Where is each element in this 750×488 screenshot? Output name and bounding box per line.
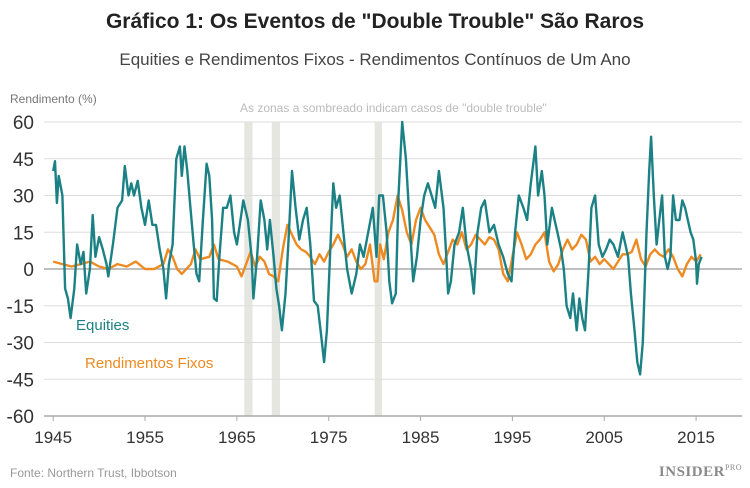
y-tick-label: -15 bbox=[7, 297, 34, 318]
legend-equities: Equities bbox=[76, 317, 129, 334]
chart-subtitle: Equities e Rendimentos Fixos - Rendiment… bbox=[119, 50, 631, 69]
equities-line bbox=[52, 120, 703, 376]
x-tick-label: 1975 bbox=[310, 428, 348, 447]
x-tick-label: 1985 bbox=[402, 428, 440, 447]
y-tick-label: 60 bbox=[13, 113, 34, 134]
shade-annotation: As zonas a sombreado indicam casos de "d… bbox=[240, 101, 547, 115]
y-tick-label: 30 bbox=[13, 187, 34, 208]
x-tick-label: 1965 bbox=[218, 428, 256, 447]
source-note: Fonte: Northern Trust, Ibbotson bbox=[10, 466, 177, 480]
y-tick-label: -60 bbox=[7, 407, 34, 428]
x-tick-label: 1945 bbox=[34, 428, 72, 447]
y-axis-label: Rendimento (%) bbox=[10, 92, 97, 106]
y-tick-label: 0 bbox=[23, 260, 34, 281]
y-tick-label: -30 bbox=[7, 334, 34, 355]
x-tick-label: 1955 bbox=[126, 428, 164, 447]
y-tick-label: 15 bbox=[13, 223, 34, 244]
y-tick-label: 45 bbox=[13, 150, 34, 171]
x-tick-label: 1995 bbox=[493, 428, 531, 447]
x-tick-label: 2005 bbox=[585, 428, 623, 447]
logo-text: INSIDER bbox=[658, 464, 725, 480]
x-tick-label: 2015 bbox=[677, 428, 715, 447]
chart-title: Gráfico 1: Os Eventos de "Double Trouble… bbox=[105, 10, 645, 33]
insider-pro-logo: INSIDERPRO bbox=[659, 463, 742, 481]
y-tick-label: -45 bbox=[7, 370, 34, 391]
logo-sup: PRO bbox=[724, 463, 742, 472]
legend-bonds: Rendimentos Fixos bbox=[85, 355, 213, 372]
